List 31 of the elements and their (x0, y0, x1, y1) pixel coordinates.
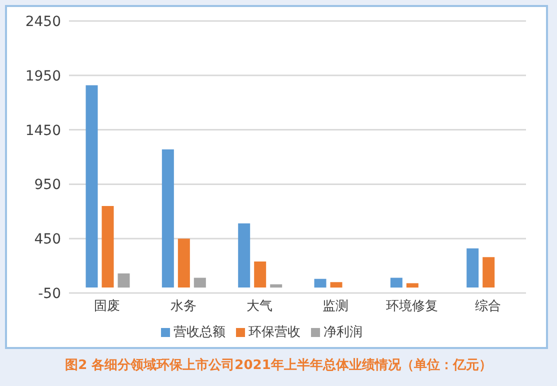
bar (86, 85, 98, 288)
text: 图2 各细分领域环保上市公司2021年上半年总体业绩情况（单位：亿元） (64, 356, 493, 374)
bar (390, 278, 402, 288)
x-tick-label: 固废 (94, 299, 120, 314)
legend-label: 净利润 (324, 325, 362, 340)
bar (118, 273, 130, 288)
bar (330, 282, 342, 288)
bar (270, 284, 282, 288)
x-tick-label: 大气 (246, 299, 272, 314)
y-tick-label: 1950 (25, 68, 61, 84)
bar (254, 261, 266, 288)
bar (406, 283, 418, 288)
bar (314, 278, 326, 288)
y-tick-label: 1450 (25, 122, 61, 139)
bar (162, 149, 174, 288)
bar (178, 238, 190, 288)
bar (102, 206, 114, 288)
x-tick-label: 综合 (474, 299, 501, 314)
legend-label: 环保营收 (248, 325, 300, 340)
x-tick-label: 监测 (322, 299, 349, 314)
y-tick-label: 2450 (25, 14, 61, 30)
bar (238, 223, 250, 288)
x-tick-label: 环境修复 (386, 298, 438, 314)
x-tick-label: 水务 (170, 299, 196, 314)
bar (194, 278, 206, 288)
bar (482, 257, 495, 288)
y-tick-label: -50 (38, 286, 61, 302)
legend-label: 营收总额 (174, 325, 226, 340)
y-tick-label: 950 (34, 177, 61, 194)
bar (466, 248, 479, 288)
y-tick-label: 450 (34, 232, 61, 248)
